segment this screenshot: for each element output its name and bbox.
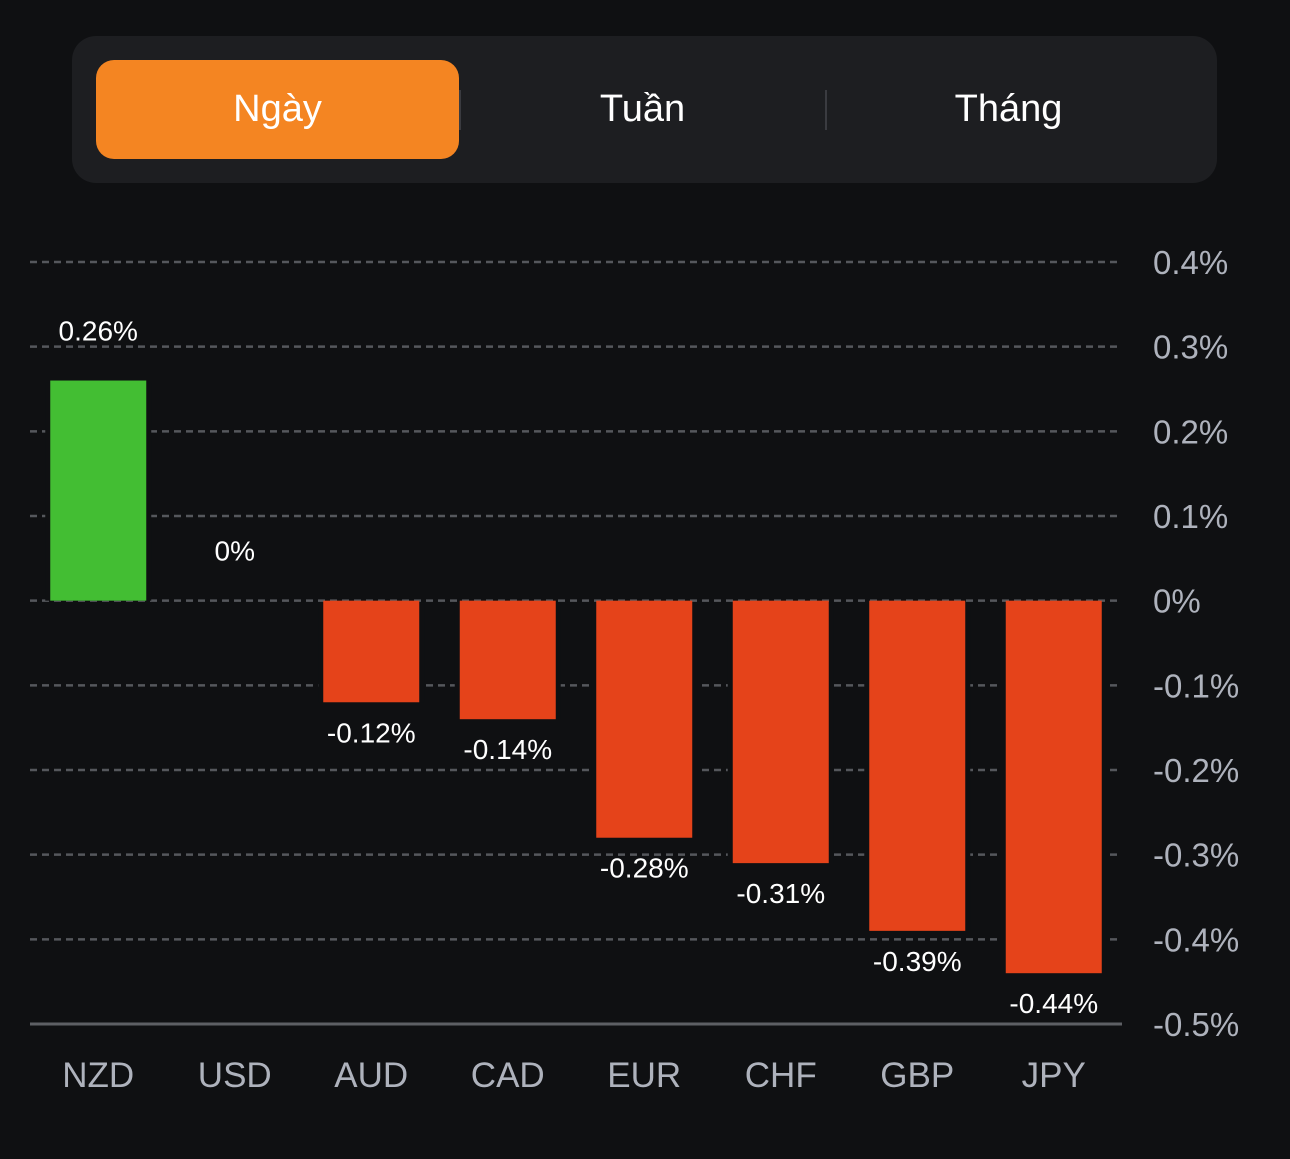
x-tick-label: GBP <box>880 1056 954 1095</box>
y-tick-label: -0.1% <box>1153 667 1239 704</box>
bar-jpy <box>1005 600 1102 974</box>
bar-aud <box>323 600 420 703</box>
period-segmented-control: Ngày Tuần Tháng <box>72 36 1217 183</box>
y-tick-label: -0.2% <box>1153 752 1239 789</box>
y-tick-label: 0.2% <box>1153 413 1228 450</box>
tab-divider <box>459 90 461 130</box>
y-tick-label: -0.4% <box>1153 921 1239 958</box>
y-tick-label: -0.3% <box>1153 837 1239 874</box>
tab-divider <box>825 90 827 130</box>
x-tick-label: JPY <box>1022 1056 1086 1095</box>
tab-day-label: Ngày <box>233 88 322 130</box>
y-tick-label: 0.3% <box>1153 329 1228 366</box>
tab-day[interactable]: Ngày <box>96 60 459 159</box>
x-tick-label: USD <box>198 1056 272 1095</box>
bar-chf <box>732 600 829 864</box>
y-tick-label: 0.4% <box>1153 244 1228 281</box>
bar-cad <box>459 600 556 720</box>
x-tick-label: NZD <box>62 1056 134 1095</box>
bar-eur <box>596 600 693 838</box>
data-label: -0.14% <box>463 734 552 765</box>
bar-gbp <box>869 600 966 931</box>
x-tick-label: CAD <box>471 1056 545 1095</box>
tab-week[interactable]: Tuần <box>461 60 824 159</box>
data-label: -0.28% <box>600 853 689 884</box>
x-tick-label: AUD <box>334 1056 408 1095</box>
tab-month[interactable]: Tháng <box>827 60 1190 159</box>
data-label: 0% <box>215 536 255 567</box>
data-label: -0.39% <box>873 946 962 977</box>
y-tick-label: -0.5% <box>1153 1006 1239 1043</box>
data-label: 0.26% <box>59 316 138 347</box>
y-tick-label: 0.1% <box>1153 498 1228 535</box>
data-label: -0.12% <box>327 717 416 748</box>
x-tick-label: CHF <box>745 1056 817 1095</box>
x-tick-label: EUR <box>607 1056 681 1095</box>
data-label: -0.44% <box>1009 988 1098 1019</box>
tab-week-label: Tuần <box>599 88 686 130</box>
tab-month-label: Tháng <box>954 88 1063 130</box>
data-label: -0.31% <box>736 878 825 909</box>
bar-nzd <box>50 380 147 601</box>
y-tick-label: 0% <box>1153 583 1201 620</box>
